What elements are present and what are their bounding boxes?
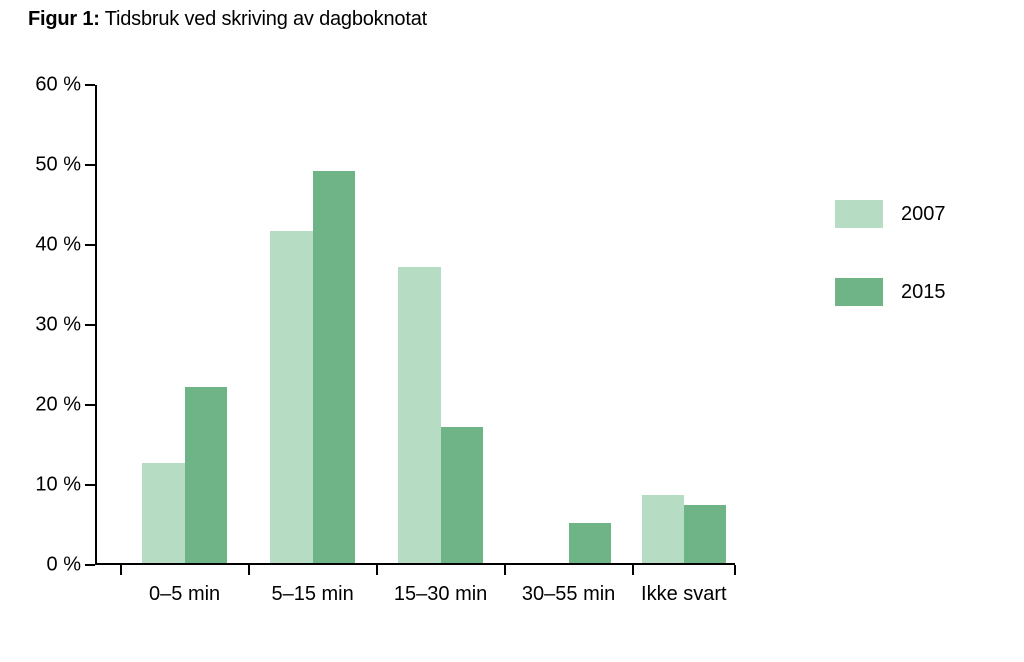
- bar-2015: [569, 523, 611, 563]
- bar-2015: [313, 171, 355, 563]
- x-tick: [120, 565, 122, 575]
- x-tick: [632, 565, 634, 575]
- legend-swatch: [835, 278, 883, 306]
- x-tick: [504, 565, 506, 575]
- figure-caption-prefix: Figur 1:: [28, 8, 100, 30]
- y-tick-label: 0 %: [47, 554, 81, 577]
- bar-2007: [642, 495, 684, 563]
- y-tick: [85, 484, 95, 486]
- y-tick-label: 60 %: [35, 74, 81, 97]
- x-tick: [376, 565, 378, 575]
- y-tick-label: 30 %: [35, 314, 81, 337]
- figure-container: Figur 1: Tidsbruk ved skriving av dagbok…: [0, 0, 1024, 662]
- y-tick: [85, 564, 95, 566]
- figure-caption: Figur 1: Tidsbruk ved skriving av dagbok…: [28, 8, 427, 31]
- x-axis: [95, 563, 735, 565]
- y-tick: [85, 84, 95, 86]
- figure-caption-text: Tidsbruk ved skriving av dagboknotat: [105, 8, 427, 30]
- bar-2007: [398, 267, 440, 563]
- x-category-label: 15–30 min: [394, 583, 487, 606]
- bar-2015: [441, 427, 483, 563]
- y-tick: [85, 164, 95, 166]
- y-tick-label: 50 %: [35, 154, 81, 177]
- bar-2015: [684, 505, 726, 563]
- x-category-label: Ikke svart: [641, 583, 727, 606]
- y-tick-label: 40 %: [35, 234, 81, 257]
- y-tick: [85, 244, 95, 246]
- bar-2007: [142, 463, 184, 563]
- x-category-label: 30–55 min: [522, 583, 615, 606]
- bar-2015: [185, 387, 227, 563]
- y-tick-label: 10 %: [35, 474, 81, 497]
- x-category-label: 5–15 min: [271, 583, 353, 606]
- bar-2007: [270, 231, 312, 563]
- legend-item: 2007: [835, 200, 946, 228]
- legend-label: 2015: [901, 281, 946, 304]
- y-tick: [85, 324, 95, 326]
- chart-plot-area: 0 %10 %20 %30 %40 %50 %60 %0–5 min5–15 m…: [95, 85, 735, 565]
- legend-swatch: [835, 200, 883, 228]
- y-tick-label: 20 %: [35, 394, 81, 417]
- x-category-label: 0–5 min: [149, 583, 220, 606]
- legend-item: 2015: [835, 278, 946, 306]
- y-axis: [95, 85, 97, 565]
- legend: 2007 2015: [835, 200, 946, 306]
- x-tick: [734, 565, 736, 575]
- x-tick: [248, 565, 250, 575]
- legend-label: 2007: [901, 203, 946, 226]
- y-tick: [85, 404, 95, 406]
